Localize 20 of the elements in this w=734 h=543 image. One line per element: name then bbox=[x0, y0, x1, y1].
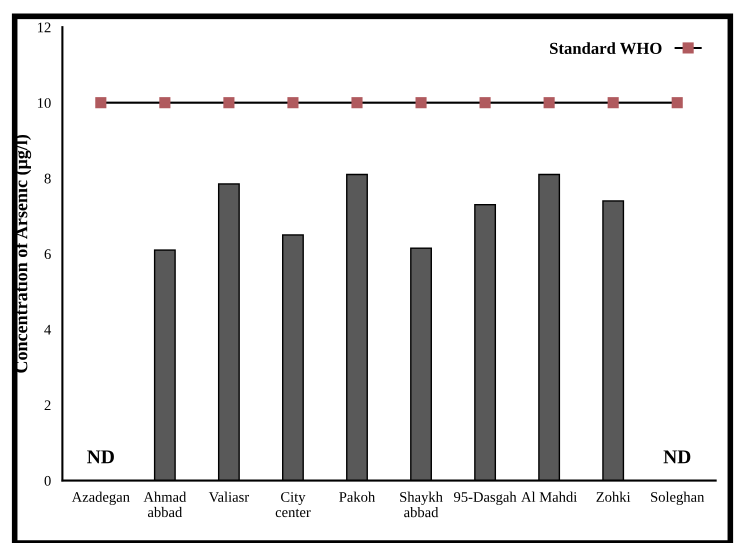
x-tick-label: Zohki bbox=[596, 492, 630, 502]
y-tick-label: 2 bbox=[44, 400, 50, 410]
x-tick-label: Pakoh bbox=[339, 492, 376, 502]
x-tick-label: 95-Dasgah bbox=[454, 492, 516, 505]
x-tick-label: Valiasr bbox=[208, 492, 250, 502]
x-tick-label: City center bbox=[276, 492, 311, 518]
y-tick-label: 0 bbox=[44, 476, 51, 486]
x-tick-label: Soleghan bbox=[651, 492, 704, 505]
x-tick-label: Ahmad abbad bbox=[144, 492, 186, 518]
legend-label: Standard WHO bbox=[550, 42, 662, 54]
y-tick-label: 6 bbox=[44, 249, 51, 260]
x-tick-label: Al Mahdi bbox=[521, 492, 578, 502]
y-tick-label: 4 bbox=[44, 324, 52, 334]
annotation: ND bbox=[664, 450, 690, 464]
annotation: ND bbox=[87, 450, 114, 464]
y-tick-label: 8 bbox=[44, 174, 51, 184]
y-tick-label: 12 bbox=[38, 22, 50, 32]
y-tick-label: 10 bbox=[38, 98, 51, 108]
x-tick-label: Azadegan bbox=[72, 492, 130, 505]
x-tick-label: Shaykh abbad bbox=[400, 492, 443, 518]
